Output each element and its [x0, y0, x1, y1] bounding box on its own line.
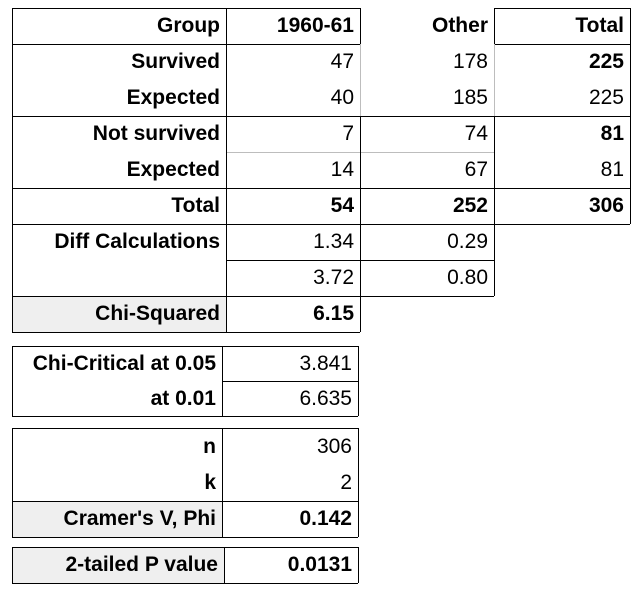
cell-not-survived-other: 74: [464, 122, 488, 145]
row-label-not-survived: Not survived: [92, 122, 220, 145]
cell-total-total: 306: [588, 194, 624, 217]
cell-chi-squared-value: 6.15: [313, 302, 354, 325]
header-other: Other: [431, 14, 488, 37]
cell-expected-not-survived-1960: 14: [330, 158, 354, 181]
row-label-diff-calculations: Diff Calculations: [54, 230, 220, 253]
row-label-survived: Survived: [131, 50, 220, 73]
header-total: Total: [575, 14, 624, 37]
row-label-expected-not-survived: Expected: [126, 158, 220, 181]
cell-diff-2-other: 0.80: [447, 266, 488, 289]
label-k: k: [204, 471, 216, 494]
value-n: 306: [316, 434, 352, 458]
value-cramers-v: 0.142: [299, 507, 352, 530]
label-n: n: [203, 434, 216, 458]
header-group: Group: [157, 14, 220, 37]
cell-diff-2-1960: 3.72: [313, 266, 354, 289]
cell-diff-1-1960: 1.34: [313, 230, 354, 253]
value-chi-critical-001: 6.635: [299, 386, 352, 410]
cell-not-survived-total: 81: [600, 122, 624, 145]
cell-expected-not-survived-total: 81: [600, 158, 624, 181]
cell-survived-total: 225: [588, 50, 624, 73]
value-chi-critical-005: 3.841: [299, 351, 352, 375]
cell-expected-survived-1960: 40: [330, 86, 354, 109]
header-1960-61: 1960-61: [276, 14, 354, 37]
cell-expected-survived-other: 185: [452, 86, 488, 109]
value-p-value: 0.0131: [287, 553, 352, 576]
cell-survived-other: 178: [452, 50, 488, 73]
row-label-chi-squared: Chi-Squared: [12, 296, 226, 332]
cell-diff-1-other: 0.29: [447, 230, 488, 253]
cell-not-survived-1960: 7: [342, 122, 354, 145]
label-p-value: 2-tailed P value: [12, 547, 224, 583]
label-chi-critical-005: Chi-Critical at 0.05: [32, 351, 216, 375]
cell-survived-1960: 47: [330, 50, 354, 73]
label-cramers-v: Cramer's V, Phi: [12, 501, 222, 537]
row-label-expected-survived: Expected: [126, 86, 220, 109]
cell-total-1960: 54: [330, 194, 354, 217]
cell-expected-not-survived-other: 67: [464, 158, 488, 181]
value-k: 2: [340, 471, 352, 494]
cell-expected-survived-total: 225: [588, 86, 624, 109]
label-chi-critical-001: at 0.01: [150, 386, 216, 410]
cell-total-other: 252: [452, 194, 488, 217]
row-label-total: Total: [171, 194, 220, 217]
